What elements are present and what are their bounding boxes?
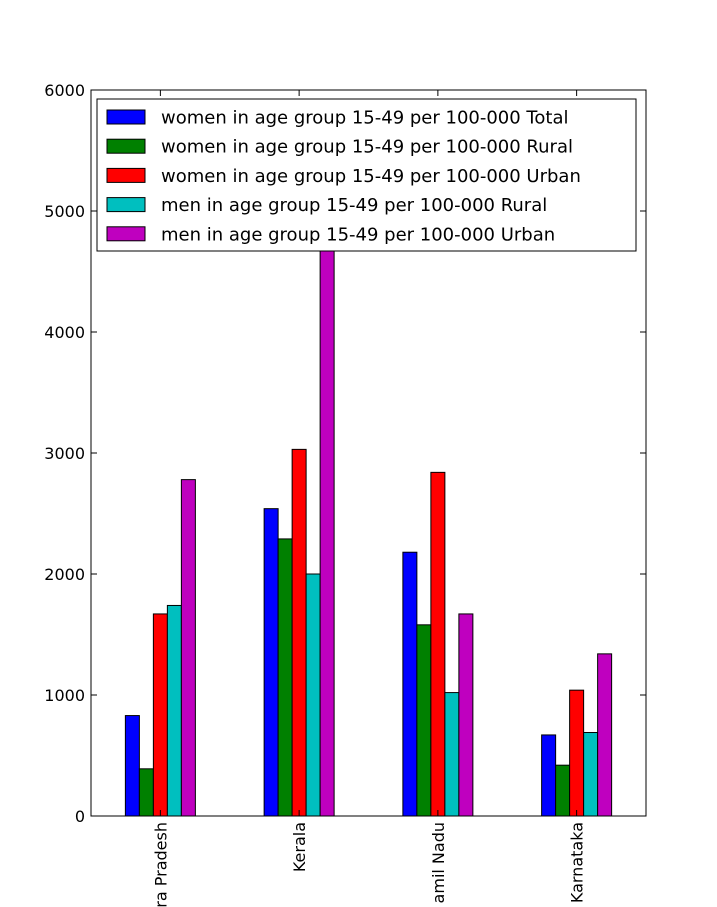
y-tick-label: 1000	[44, 686, 85, 705]
legend-label: women in age group 15-49 per 100-000 Rur…	[161, 137, 573, 158]
bar-4-kerala	[305, 573, 321, 816]
bar-4-tamil-nadu	[444, 692, 460, 816]
legend-swatch	[106, 197, 146, 213]
bar-2-andhra-pradesh	[138, 768, 154, 816]
ticks-layer: 0 1000 2000 3000 4000 5000 6000 ra Pradesh Keral…	[44, 81, 646, 907]
bar-2-kerala	[277, 538, 293, 816]
bar-5-karnataka	[597, 653, 613, 816]
x-tick-label: amil Nadu	[429, 822, 448, 903]
y-tick-label: 6000	[44, 81, 85, 100]
x-tick-label: ra Pradesh	[151, 822, 170, 907]
legend-label: women in age group 15-49 per 100-000 Urb…	[161, 166, 581, 187]
bar-1-kerala	[263, 508, 279, 816]
bar-3-andhra-pradesh	[152, 613, 168, 816]
bar-1-karnataka	[541, 734, 557, 816]
bar-4-andhra-pradesh	[166, 604, 182, 816]
bar-5-tamil-nadu	[458, 613, 474, 816]
y-tick-label: 2000	[44, 565, 85, 584]
bars-layer	[124, 174, 613, 816]
legend-swatch	[106, 109, 146, 125]
bar-2-karnataka	[555, 764, 571, 816]
legend: women in age group 15-49 per 100-000 Tot…	[96, 98, 637, 252]
legend-label: women in age group 15-49 per 100-000 Tot…	[161, 108, 568, 129]
legend-swatch	[106, 167, 146, 183]
x-tick-label: Karnataka	[568, 822, 587, 903]
legend-label: men in age group 15-49 per 100-000 Urban	[161, 224, 555, 245]
legend-swatch	[106, 226, 146, 242]
bar-3-karnataka	[569, 689, 585, 816]
bar-3-kerala	[291, 448, 307, 816]
y-tick-label: 0	[75, 807, 85, 826]
bar-1-andhra-pradesh	[124, 715, 140, 816]
bar-3-tamil-nadu	[430, 471, 446, 816]
bar-2-tamil-nadu	[416, 624, 432, 816]
legend-box	[96, 98, 637, 252]
x-tick-label: Kerala	[290, 822, 309, 872]
y-tick-label: 3000	[44, 444, 85, 463]
bar-5-kerala	[319, 174, 335, 816]
legend-label: men in age group 15-49 per 100-000 Rural	[161, 195, 547, 216]
bar-5-andhra-pradesh	[180, 479, 196, 816]
y-tick-label: 5000	[44, 202, 85, 221]
y-tick-label: 4000	[44, 323, 85, 342]
bar-4-karnataka	[583, 732, 599, 816]
legend-swatch	[106, 138, 146, 154]
bar-1-tamil-nadu	[402, 551, 418, 816]
